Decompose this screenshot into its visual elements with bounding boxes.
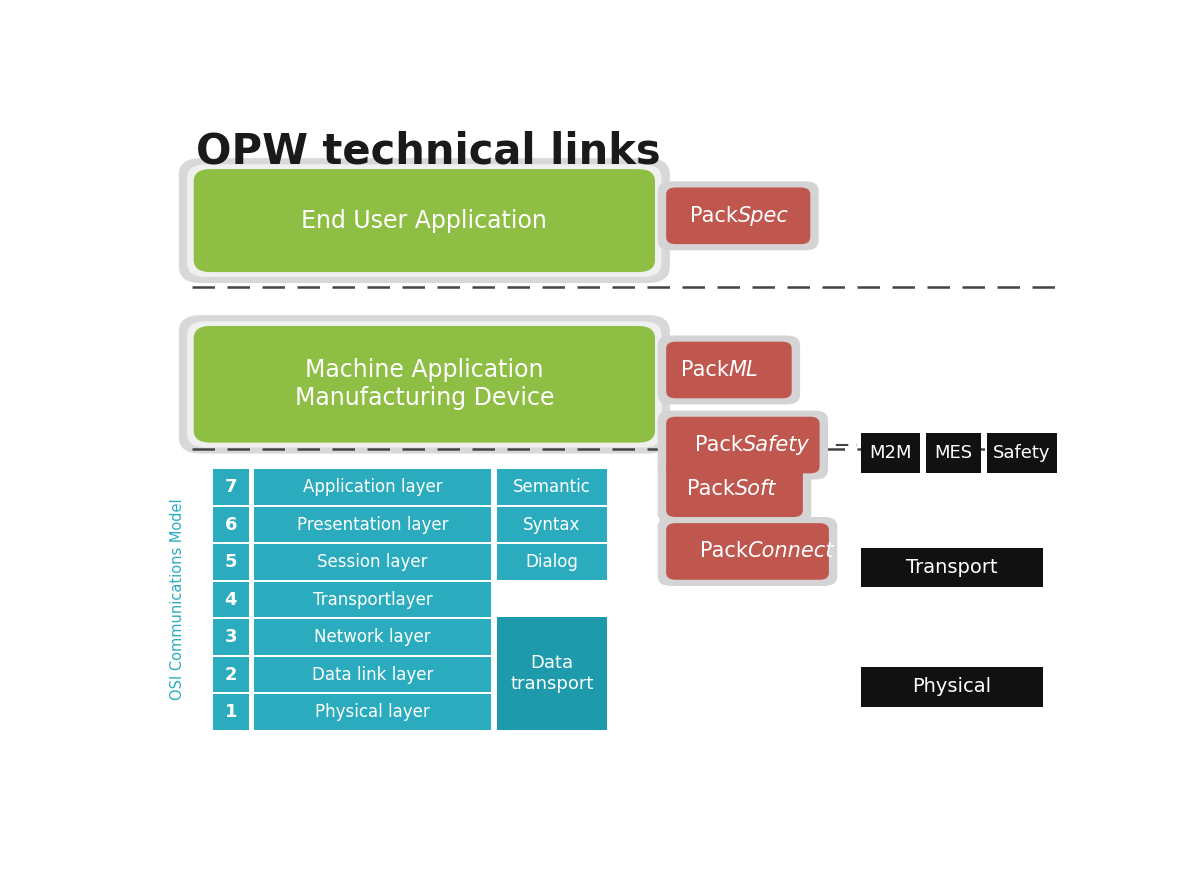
Text: Safety: Safety — [743, 435, 810, 455]
Bar — [497, 470, 607, 505]
Bar — [214, 470, 248, 505]
FancyBboxPatch shape — [658, 336, 800, 404]
Text: 4: 4 — [224, 591, 238, 609]
Text: Network layer: Network layer — [314, 628, 431, 646]
Text: End User Application: End User Application — [301, 208, 547, 233]
FancyBboxPatch shape — [666, 461, 803, 517]
Text: Transportlayer: Transportlayer — [313, 591, 433, 609]
Bar — [862, 548, 1043, 587]
Text: OPW technical links: OPW technical links — [197, 130, 661, 172]
Text: Dialog: Dialog — [526, 553, 578, 571]
FancyBboxPatch shape — [193, 169, 655, 272]
FancyBboxPatch shape — [658, 517, 838, 586]
FancyBboxPatch shape — [193, 326, 655, 443]
FancyBboxPatch shape — [666, 523, 829, 579]
Text: M2M: M2M — [870, 444, 912, 462]
Bar — [254, 544, 491, 579]
Text: 1: 1 — [224, 703, 238, 721]
Bar — [214, 619, 248, 655]
Text: 7: 7 — [224, 478, 238, 496]
FancyBboxPatch shape — [666, 342, 792, 399]
Bar — [214, 507, 248, 542]
Text: ML: ML — [728, 360, 758, 380]
Text: Semantic: Semantic — [512, 478, 590, 496]
Bar — [214, 582, 248, 618]
Text: Physical: Physical — [912, 678, 991, 696]
FancyBboxPatch shape — [187, 164, 661, 277]
Text: 6: 6 — [224, 516, 238, 533]
FancyBboxPatch shape — [666, 188, 810, 245]
Bar — [254, 582, 491, 618]
Text: Pack: Pack — [686, 478, 734, 499]
Text: Transport: Transport — [906, 558, 998, 577]
Text: MES: MES — [935, 444, 972, 462]
Bar — [214, 544, 248, 579]
Text: Session layer: Session layer — [318, 553, 428, 571]
FancyBboxPatch shape — [658, 410, 828, 479]
Text: 5: 5 — [224, 553, 238, 571]
Text: Safety: Safety — [994, 444, 1051, 462]
Text: Pack: Pack — [690, 206, 738, 226]
Bar — [986, 433, 1057, 472]
Text: Physical layer: Physical layer — [316, 703, 430, 721]
Bar — [862, 667, 1043, 707]
Text: 2: 2 — [224, 665, 238, 684]
Bar — [254, 695, 491, 730]
Text: OSI Communications Model: OSI Communications Model — [170, 499, 186, 700]
Text: Pack: Pack — [695, 435, 743, 455]
Bar — [497, 544, 607, 579]
Bar — [254, 507, 491, 542]
Text: Connect: Connect — [748, 541, 834, 562]
Text: Data link layer: Data link layer — [312, 665, 433, 684]
Bar — [862, 433, 920, 472]
Text: Application layer: Application layer — [302, 478, 443, 496]
Bar — [925, 433, 982, 472]
Text: Spec: Spec — [738, 206, 790, 226]
Text: Machine Application
Manufacturing Device: Machine Application Manufacturing Device — [295, 359, 554, 410]
Bar — [497, 618, 607, 730]
Bar — [214, 657, 248, 692]
Text: Pack: Pack — [700, 541, 748, 562]
FancyBboxPatch shape — [179, 159, 670, 283]
FancyBboxPatch shape — [658, 182, 818, 250]
Bar — [254, 657, 491, 692]
Text: Syntax: Syntax — [523, 516, 581, 533]
Bar — [254, 470, 491, 505]
Text: Soft: Soft — [734, 478, 776, 499]
FancyBboxPatch shape — [179, 315, 670, 454]
Text: Pack: Pack — [682, 360, 728, 380]
Bar — [214, 695, 248, 730]
FancyBboxPatch shape — [666, 416, 820, 473]
Bar — [497, 507, 607, 542]
Bar — [254, 619, 491, 655]
Text: Presentation layer: Presentation layer — [296, 516, 449, 533]
Text: 3: 3 — [224, 628, 238, 646]
FancyBboxPatch shape — [658, 455, 811, 523]
Text: Data
transport: Data transport — [510, 654, 594, 693]
FancyBboxPatch shape — [187, 322, 661, 447]
